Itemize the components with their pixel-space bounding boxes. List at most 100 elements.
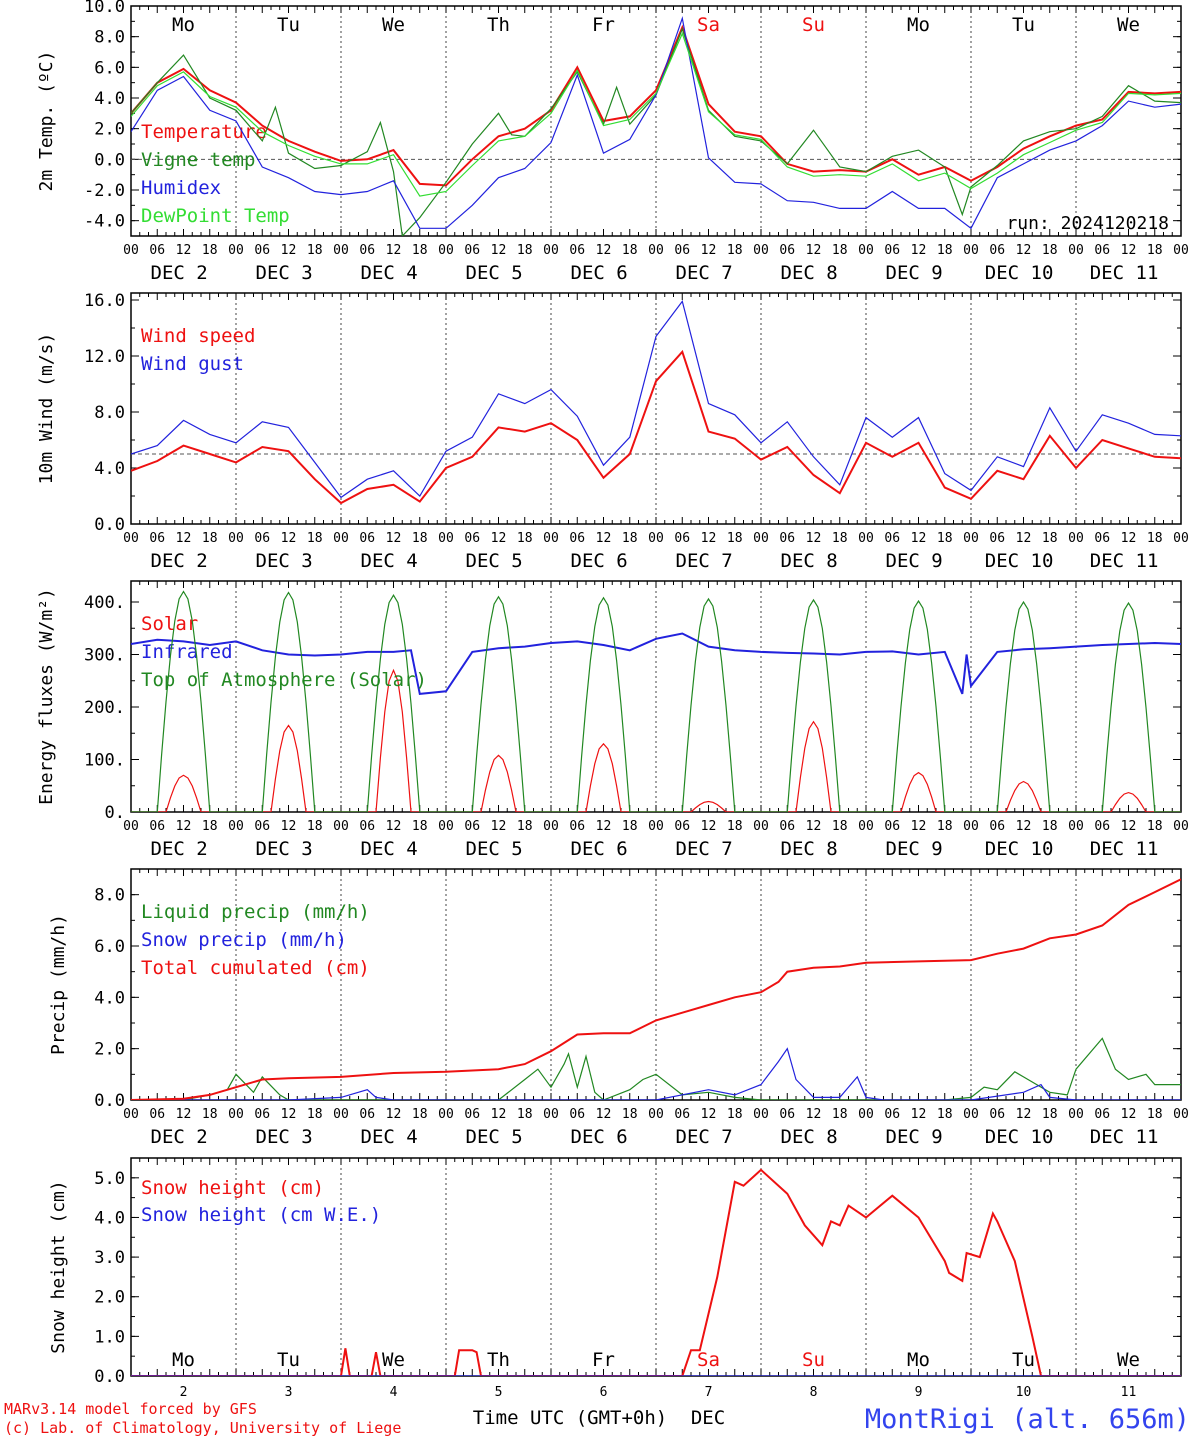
day-name: We <box>382 1349 405 1371</box>
y-tick-label: 400. <box>84 593 125 613</box>
legend-entry: Wind speed <box>141 325 255 347</box>
hour-tick-label: 18 <box>1147 1107 1163 1122</box>
hour-tick-label: 06 <box>779 243 795 258</box>
hour-tick-label: 06 <box>779 531 795 546</box>
y-axis-title: 10m Wind (m/s) <box>36 333 57 485</box>
hour-tick-label: 06 <box>149 243 165 258</box>
hour-tick-label: 00 <box>543 243 559 258</box>
y-axis-title: Snow height (cm) <box>48 1180 69 1353</box>
day-name: Th <box>487 14 510 36</box>
date-label: DEC 5 <box>466 1126 523 1148</box>
hour-tick-label: 00 <box>1068 531 1084 546</box>
date-label: DEC 7 <box>676 1126 733 1148</box>
series-line-snow-height-cm <box>131 1168 1181 1376</box>
hour-tick-label: 06 <box>989 819 1005 834</box>
y-tick-label: 2.0 <box>94 1040 125 1060</box>
hour-tick-label: 00 <box>648 531 664 546</box>
y-tick-label: 1.0 <box>94 1327 125 1347</box>
legend-entry: DewPoint Temp <box>141 205 290 227</box>
day-number-label: 6 <box>600 1385 608 1400</box>
legend-entry: Total cumulated (cm) <box>141 957 370 979</box>
hour-tick-label: 00 <box>648 1107 664 1122</box>
date-label: DEC 3 <box>256 1126 313 1148</box>
hour-tick-label: 18 <box>307 531 323 546</box>
hour-tick-label: 12 <box>701 531 717 546</box>
date-label: DEC 11 <box>1090 550 1159 572</box>
date-label: DEC 4 <box>361 550 418 572</box>
y-tick-label: 10.0 <box>84 0 125 17</box>
day-name: Su <box>802 1349 825 1371</box>
hour-tick-label: 06 <box>464 1107 480 1122</box>
series-line-wind-speed <box>131 349 1181 505</box>
y-tick-label: 0.0 <box>94 1091 125 1111</box>
hour-tick-label: 12 <box>176 819 192 834</box>
hour-tick-label: 18 <box>307 1107 323 1122</box>
hour-tick-label: 18 <box>517 1107 533 1122</box>
day-name: Tu <box>277 14 300 36</box>
day-name: Mo <box>172 14 195 36</box>
hour-tick-label: 06 <box>884 1107 900 1122</box>
date-label: DEC 2 <box>151 550 208 572</box>
series-line-liquid-precip-mm-h <box>131 1037 1181 1100</box>
date-label: DEC 9 <box>886 1126 943 1148</box>
hour-tick-label: 12 <box>491 1107 507 1122</box>
hour-tick-label: 18 <box>727 1107 743 1122</box>
hour-tick-label: 06 <box>254 1107 270 1122</box>
hour-tick-label: 06 <box>674 243 690 258</box>
hour-tick-label: 12 <box>806 1107 822 1122</box>
hour-tick-label: 06 <box>254 819 270 834</box>
hour-tick-label: 12 <box>1121 531 1137 546</box>
hour-tick-label: 00 <box>123 243 139 258</box>
hour-tick-label: 12 <box>596 243 612 258</box>
day-number-label: 7 <box>705 1385 713 1400</box>
hour-tick-label: 06 <box>149 531 165 546</box>
hour-tick-label: 00 <box>1068 819 1084 834</box>
y-axis-title: 2m Temp. (ºC) <box>36 51 57 192</box>
date-label: DEC 9 <box>886 262 943 284</box>
hour-tick-label: 12 <box>386 1107 402 1122</box>
hour-tick-label: 12 <box>491 531 507 546</box>
hour-tick-label: 06 <box>779 819 795 834</box>
date-label: DEC 11 <box>1090 1126 1159 1148</box>
hour-tick-label: 06 <box>149 819 165 834</box>
date-label: DEC 3 <box>256 838 313 860</box>
date-label: DEC 2 <box>151 262 208 284</box>
y-tick-label: 5.0 <box>94 1169 125 1189</box>
hour-tick-label: 06 <box>464 819 480 834</box>
hour-tick-label: 12 <box>281 531 297 546</box>
hour-tick-label: 06 <box>674 531 690 546</box>
hour-tick-label: 00 <box>228 1107 244 1122</box>
date-label: DEC 2 <box>151 1126 208 1148</box>
hour-tick-label: 00 <box>753 819 769 834</box>
hour-tick-label: 06 <box>1094 1107 1110 1122</box>
hour-tick-label: 06 <box>569 531 585 546</box>
hour-tick-label: 12 <box>176 243 192 258</box>
hour-tick-label: 06 <box>884 531 900 546</box>
meteogram-panels: -4.0 -2.0 0.0 2.0 4.0 6.0 8.0 10.0 2m Temp. (ºC)… <box>36 0 1189 1400</box>
y-tick-label: 4.0 <box>94 1208 125 1228</box>
date-label: DEC 6 <box>571 1126 628 1148</box>
hour-tick-label: 18 <box>622 819 638 834</box>
hour-tick-label: 00 <box>648 243 664 258</box>
hour-tick-label: 18 <box>937 243 953 258</box>
day-name: Su <box>802 14 825 36</box>
y-tick-label: 12.0 <box>84 347 125 367</box>
hour-tick-label: 06 <box>779 1107 795 1122</box>
hour-tick-label: 12 <box>596 1107 612 1122</box>
y-axis-title: Energy fluxes (W/m²) <box>36 588 57 805</box>
y-tick-label: 4.0 <box>94 459 125 479</box>
y-tick-label: 300. <box>84 646 125 666</box>
hour-tick-label: 18 <box>1042 1107 1058 1122</box>
hour-tick-label: 18 <box>307 819 323 834</box>
hour-tick-label: 18 <box>1147 243 1163 258</box>
date-label: DEC 7 <box>676 262 733 284</box>
day-number-label: 2 <box>180 1385 188 1400</box>
y-tick-label: 6.0 <box>94 937 125 957</box>
series-line-dewpoint-temp <box>131 31 1181 197</box>
hour-tick-label: 12 <box>1121 243 1137 258</box>
hour-tick-label: 18 <box>412 819 428 834</box>
hour-tick-label: 18 <box>1042 243 1058 258</box>
date-label: DEC 5 <box>466 838 523 860</box>
date-label: DEC 10 <box>985 550 1054 572</box>
hour-tick-label: 12 <box>176 531 192 546</box>
